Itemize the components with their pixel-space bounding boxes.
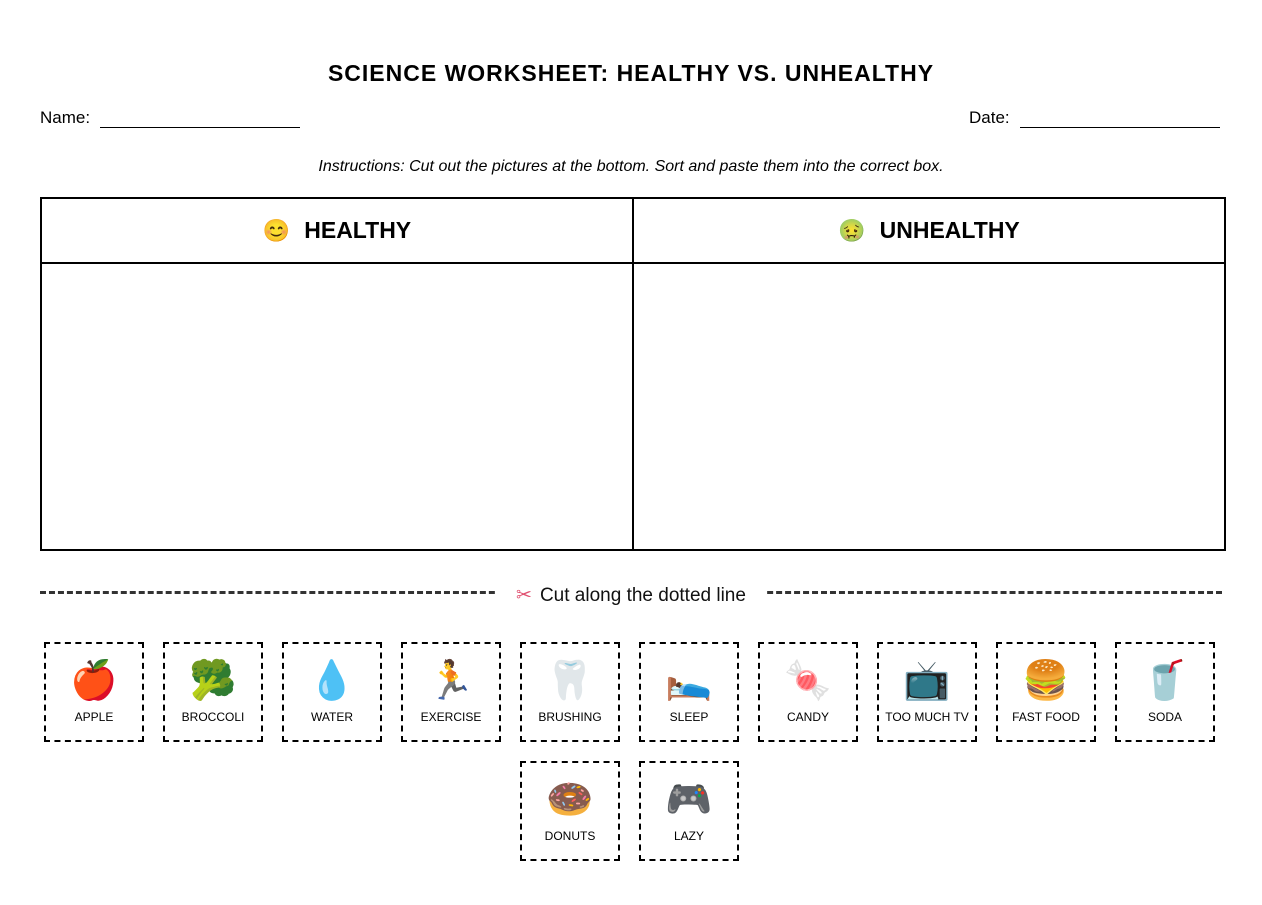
hamburger-icon: 🍔 xyxy=(1022,660,1070,702)
instructions: Instructions: Cut out the pictures at th… xyxy=(318,158,944,175)
unhealthy-drop-area[interactable] xyxy=(634,264,1224,549)
card-label: SODA xyxy=(1147,710,1182,724)
healthy-header: 😊 HEALTHY xyxy=(42,199,632,264)
card-label: CANDY xyxy=(786,710,829,724)
card-label: FAST FOOD xyxy=(1012,710,1080,724)
date-blank-line[interactable] xyxy=(1019,113,1220,128)
card-label: EXERCISE xyxy=(420,710,482,724)
water-drop-icon: 💧 xyxy=(308,660,356,702)
soda-cup-icon: 🥤 xyxy=(1141,660,1189,702)
card-water[interactable]: 💧 WATER xyxy=(282,642,382,742)
cut-label-text: Cut along the dotted line xyxy=(539,585,746,606)
healthy-column: 😊 HEALTHY xyxy=(42,199,632,549)
card-label: TOO MUCH TV xyxy=(885,710,969,724)
unhealthy-column: 🤢 UNHEALTHY xyxy=(632,199,1224,549)
card-exercise[interactable]: 🏃 EXERCISE xyxy=(401,642,501,742)
date-field: Date: xyxy=(969,108,1220,128)
candy-icon: 🍬 xyxy=(784,660,832,702)
name-blank-line[interactable] xyxy=(100,113,301,128)
card-sleep[interactable]: 🛌 SLEEP xyxy=(639,642,739,742)
name-label: Name: xyxy=(40,108,91,127)
card-broccoli[interactable]: 🥦 BROCCOLI xyxy=(163,642,263,742)
nauseated-face-icon: 🤢 xyxy=(838,217,866,243)
cut-label: ✂ Cut along the dotted line xyxy=(496,584,766,607)
unhealthy-header: 🤢 UNHEALTHY xyxy=(634,199,1224,264)
card-apple[interactable]: 🍎 APPLE xyxy=(44,642,144,742)
healthy-label: HEALTHY xyxy=(304,217,412,243)
card-label: SLEEP xyxy=(669,710,709,724)
person-in-bed-icon: 🛌 xyxy=(665,660,713,702)
card-brushing[interactable]: 🦷 BRUSHING xyxy=(520,642,620,742)
card-fast-food[interactable]: 🍔 FAST FOOD xyxy=(996,642,1096,742)
sorting-table: 😊 HEALTHY 🤢 UNHEALTHY xyxy=(40,197,1226,551)
broccoli-icon: 🥦 xyxy=(189,660,237,702)
date-label: Date: xyxy=(969,108,1010,127)
card-too-much-tv[interactable]: 📺 TOO MUCH TV xyxy=(877,642,977,742)
card-lazy[interactable]: 🎮 LAZY xyxy=(639,761,739,861)
card-candy[interactable]: 🍬 CANDY xyxy=(758,642,858,742)
smiling-face-icon: 😊 xyxy=(262,217,291,243)
tooth-icon: 🦷 xyxy=(546,660,594,702)
television-icon: 📺 xyxy=(903,660,951,702)
scissors-icon: ✂ xyxy=(516,585,532,606)
apple-icon: 🍎 xyxy=(70,660,118,702)
worksheet-title: SCIENCE WORKSHEET: HEALTHY VS. UNHEALTHY xyxy=(327,60,935,86)
card-donuts[interactable]: 🍩 DONUTS xyxy=(520,761,620,861)
card-label: DONUTS xyxy=(544,829,596,843)
running-person-icon: 🏃 xyxy=(427,660,475,702)
donut-icon: 🍩 xyxy=(546,779,594,821)
card-soda[interactable]: 🥤 SODA xyxy=(1115,642,1215,742)
healthy-drop-area[interactable] xyxy=(42,264,632,549)
unhealthy-label: UNHEALTHY xyxy=(879,217,1020,243)
card-label: WATER xyxy=(311,710,353,724)
card-label: BRUSHING xyxy=(538,710,602,724)
card-label: BROCCOLI xyxy=(181,710,245,724)
game-controller-icon: 🎮 xyxy=(665,779,713,821)
name-field: Name: xyxy=(40,108,301,128)
card-label: LAZY xyxy=(673,829,704,843)
card-label: APPLE xyxy=(74,710,114,724)
